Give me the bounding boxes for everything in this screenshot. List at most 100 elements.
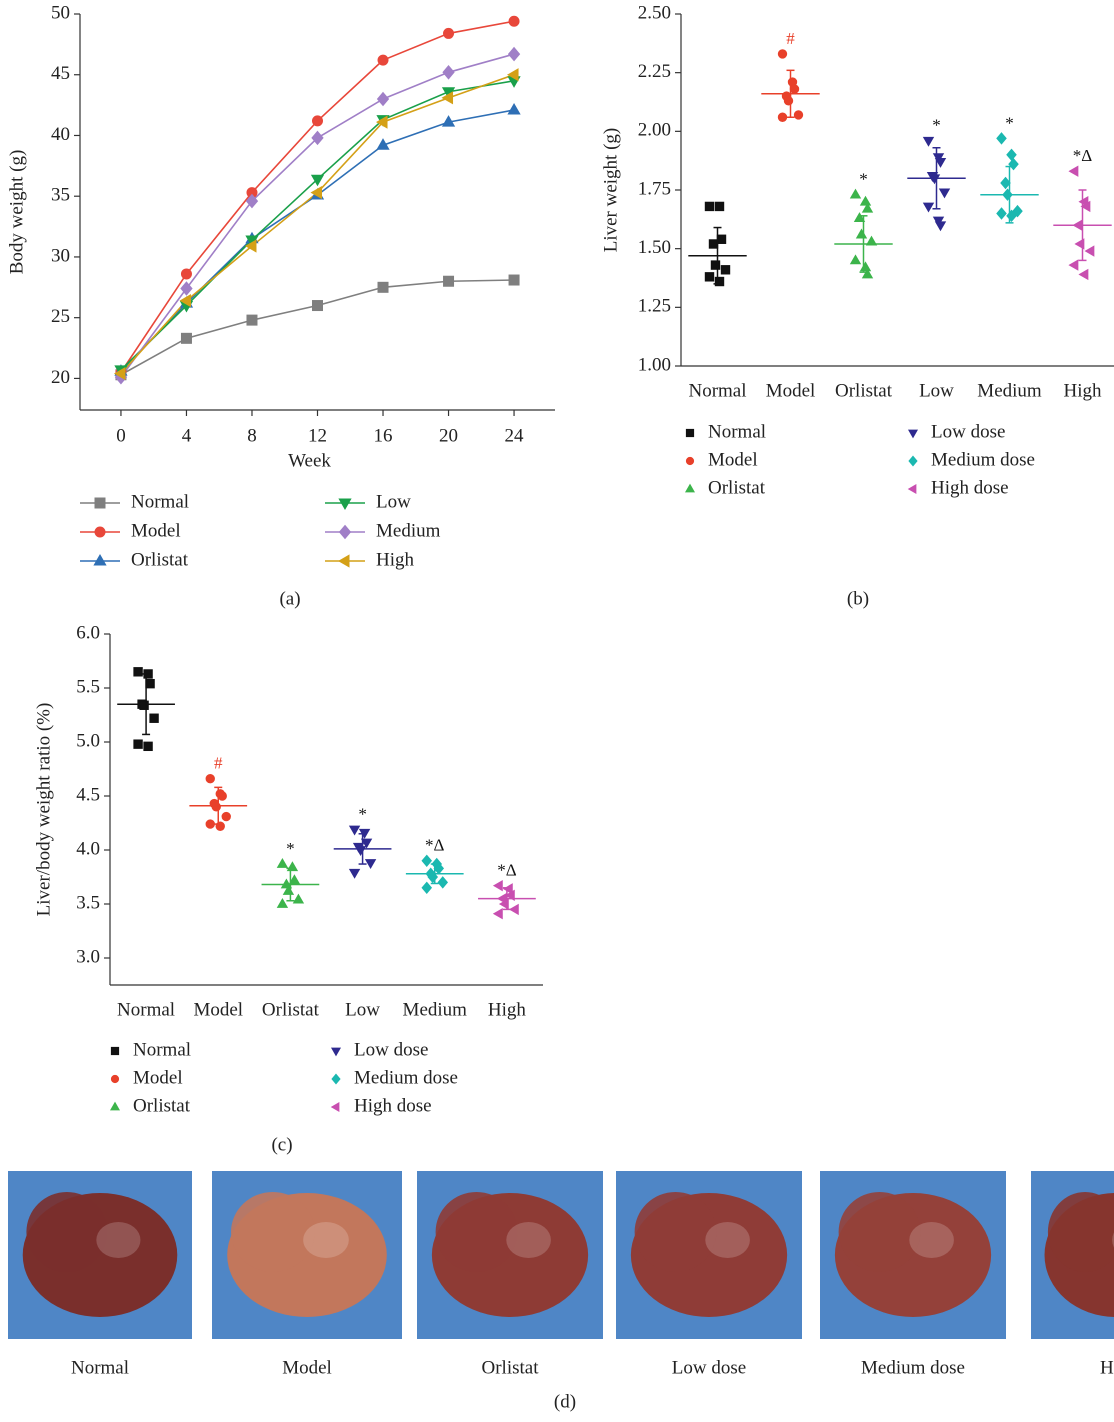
annotation: *Δ bbox=[1073, 146, 1093, 165]
y-tick-label: 1.25 bbox=[638, 296, 671, 317]
legend-marker bbox=[94, 555, 106, 565]
legend-marker bbox=[339, 555, 349, 567]
legend-marker bbox=[909, 485, 916, 493]
annotation: # bbox=[786, 29, 795, 48]
data-point bbox=[378, 93, 389, 106]
x-tick-label: 0 bbox=[116, 425, 126, 446]
data-point bbox=[422, 855, 431, 866]
data-point bbox=[705, 273, 713, 281]
legend-marker bbox=[686, 457, 693, 464]
legend-marker bbox=[95, 527, 105, 537]
photo-caption: Model bbox=[282, 1357, 332, 1378]
legend-marker bbox=[340, 526, 351, 539]
x-tick-label: 20 bbox=[439, 425, 458, 446]
data-point bbox=[1069, 260, 1077, 270]
x-tick-label: Orlistat bbox=[835, 380, 893, 401]
data-point bbox=[206, 820, 214, 828]
panel-label: (c) bbox=[271, 1134, 292, 1155]
data-point bbox=[924, 137, 934, 145]
y-tick-label: 4.0 bbox=[76, 838, 100, 859]
data-point bbox=[778, 50, 786, 58]
data-point bbox=[940, 189, 950, 197]
data-point bbox=[997, 208, 1006, 219]
legend-marker bbox=[909, 456, 917, 465]
legend-marker bbox=[111, 1075, 118, 1082]
series-line bbox=[121, 280, 514, 375]
data-point bbox=[378, 282, 388, 292]
photo-highlight bbox=[705, 1222, 750, 1258]
data-point bbox=[313, 301, 323, 311]
data-point bbox=[150, 714, 158, 722]
legend-marker bbox=[909, 430, 917, 437]
x-tick-label: Low bbox=[345, 999, 380, 1020]
x-tick-label: Normal bbox=[117, 999, 175, 1020]
data-point bbox=[350, 869, 360, 877]
y-tick-label: 1.50 bbox=[638, 237, 671, 258]
y-tick-label: 25 bbox=[51, 306, 70, 327]
panel-label: (b) bbox=[847, 588, 869, 609]
photo-caption: Low dose bbox=[672, 1357, 746, 1378]
photo-caption: Normal bbox=[71, 1357, 129, 1378]
y-tick-label: 2.50 bbox=[638, 2, 671, 23]
annotation: * bbox=[286, 839, 295, 858]
data-point bbox=[247, 315, 257, 325]
data-point bbox=[509, 16, 519, 26]
data-point bbox=[181, 269, 191, 279]
y-tick-label: 30 bbox=[51, 245, 70, 266]
photo-caption: Orlistat bbox=[482, 1357, 540, 1378]
data-point bbox=[711, 261, 719, 269]
photo-organ-lobe bbox=[231, 1192, 315, 1272]
x-tick-label: High bbox=[488, 999, 527, 1020]
data-point bbox=[508, 104, 519, 114]
legend-label: Normal bbox=[131, 491, 189, 512]
data-point bbox=[721, 266, 729, 274]
y-tick-label: 5.5 bbox=[76, 676, 100, 697]
data-point bbox=[509, 48, 520, 61]
legend-label: Orlistat bbox=[133, 1095, 191, 1116]
x-tick-label: Orlistat bbox=[262, 999, 320, 1020]
data-point bbox=[924, 203, 934, 211]
y-axis-label: Liver/body weight ratio (%) bbox=[33, 703, 54, 917]
data-point bbox=[134, 740, 142, 748]
data-point bbox=[851, 190, 861, 198]
y-tick-label: 2.00 bbox=[638, 120, 671, 141]
photo-organ-lobe bbox=[436, 1192, 518, 1272]
legend-label: Model bbox=[708, 449, 758, 470]
legend-label: High dose bbox=[931, 477, 1009, 498]
legend-label: High bbox=[376, 549, 415, 570]
data-point bbox=[997, 133, 1006, 144]
data-point bbox=[278, 899, 288, 907]
legend-marker bbox=[332, 1048, 340, 1055]
x-tick-label: Model bbox=[193, 999, 243, 1020]
data-point bbox=[181, 333, 191, 343]
legend-label: Orlistat bbox=[131, 549, 189, 570]
x-tick-label: Low bbox=[919, 380, 954, 401]
legend-marker bbox=[686, 429, 693, 436]
data-point bbox=[1001, 178, 1010, 189]
data-point bbox=[1079, 270, 1087, 280]
data-point bbox=[709, 240, 717, 248]
data-point bbox=[1009, 159, 1018, 170]
data-point bbox=[444, 28, 454, 38]
annotation: * bbox=[859, 170, 868, 189]
y-tick-label: 1.75 bbox=[638, 178, 671, 199]
photo-highlight bbox=[909, 1222, 954, 1258]
data-point bbox=[851, 255, 861, 263]
data-point bbox=[861, 197, 871, 205]
x-tick-label: 4 bbox=[182, 425, 192, 446]
data-point bbox=[438, 877, 447, 888]
panel-label: (a) bbox=[279, 588, 300, 609]
photo-organ-lobe bbox=[635, 1192, 717, 1272]
legend-label: Orlistat bbox=[708, 477, 766, 498]
data-point bbox=[444, 276, 454, 286]
data-point bbox=[857, 230, 867, 238]
y-tick-label: 4.5 bbox=[76, 784, 100, 805]
data-point bbox=[794, 111, 802, 119]
legend-marker bbox=[332, 1074, 340, 1083]
data-point bbox=[144, 742, 152, 750]
legend-label: Low dose bbox=[931, 421, 1005, 442]
data-point bbox=[717, 235, 725, 243]
photo-caption: High dose bbox=[1100, 1357, 1114, 1378]
annotation: * bbox=[1005, 113, 1014, 132]
legend-marker bbox=[332, 1103, 339, 1111]
